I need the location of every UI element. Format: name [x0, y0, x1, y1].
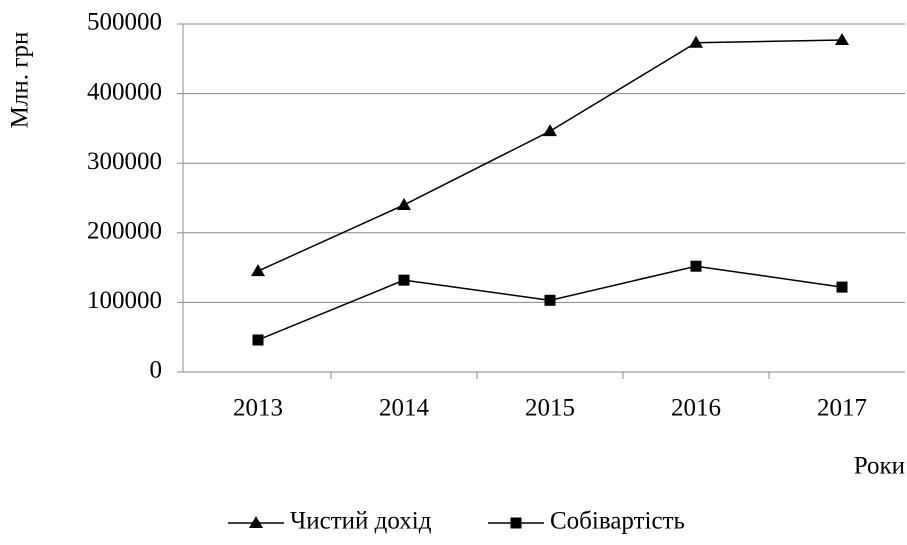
legend-label: Собівартість — [550, 508, 685, 535]
marker — [398, 274, 410, 286]
marker — [249, 516, 263, 528]
x-axis-label: Роки — [854, 453, 905, 480]
x-tick-label: 2014 — [379, 395, 430, 422]
line — [257, 39, 843, 272]
marker — [251, 264, 265, 277]
marker — [252, 334, 264, 346]
marker — [543, 124, 557, 137]
marker — [510, 517, 522, 529]
y-axis-label: Млн. грн — [7, 32, 34, 129]
x-tick-label: 2015 — [525, 395, 575, 422]
y-tick-label: 200000 — [87, 218, 162, 245]
y-tick-label: 0 — [150, 357, 163, 384]
x-tick-label: 2017 — [817, 395, 867, 422]
x-tick-label: 2013 — [233, 395, 283, 422]
y-tick-label: 500000 — [87, 9, 162, 36]
marker — [544, 294, 556, 306]
marker — [690, 260, 702, 272]
legend-label: Чистий дохід — [290, 508, 432, 535]
marker — [835, 33, 849, 46]
y-tick-label: 400000 — [87, 78, 162, 105]
y-tick-label: 100000 — [87, 287, 162, 314]
marker — [836, 281, 848, 293]
marker — [397, 197, 411, 210]
marker — [689, 35, 703, 48]
x-tick-label: 2016 — [671, 395, 721, 422]
y-tick-label: 300000 — [87, 148, 162, 175]
